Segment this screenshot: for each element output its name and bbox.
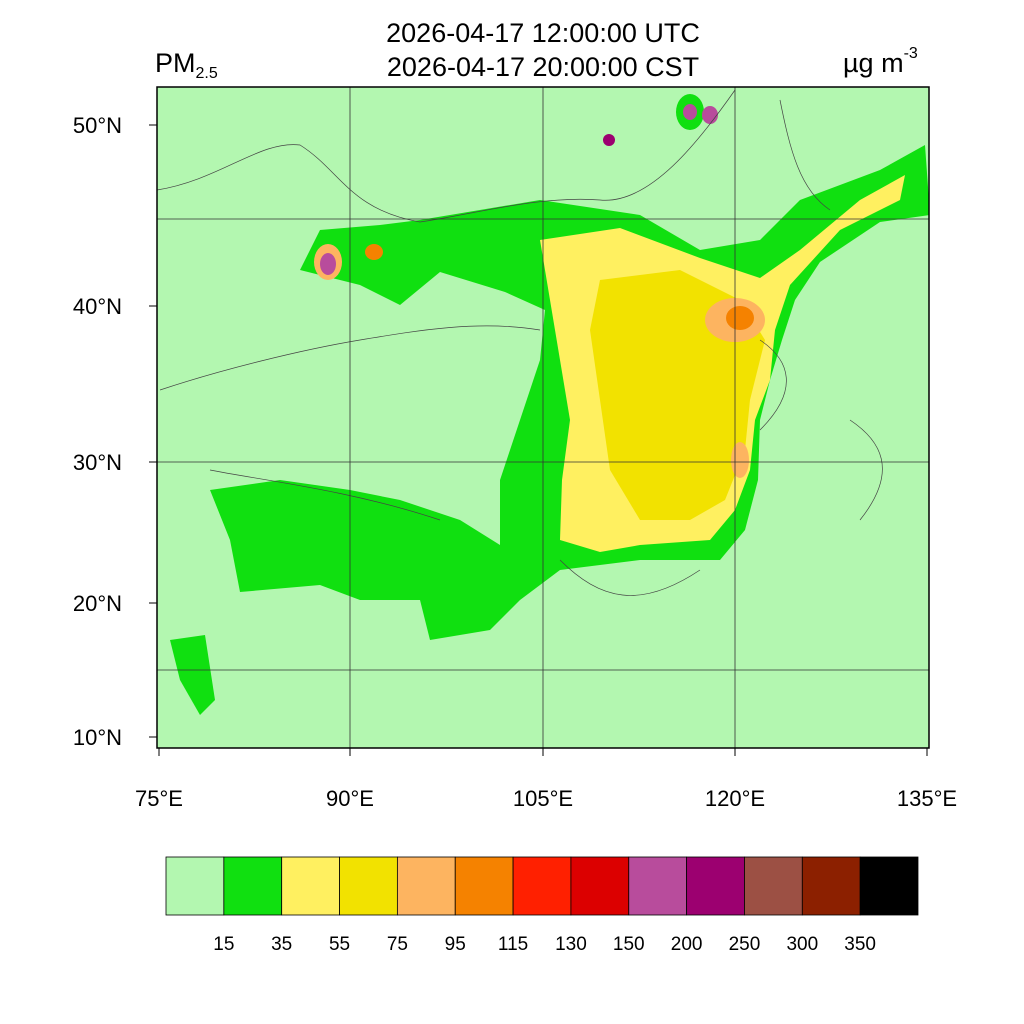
pollution-area: [702, 106, 718, 124]
variable: PM: [155, 48, 196, 78]
variable-subscript: 2.5: [196, 65, 218, 82]
lon-label: 90°E: [326, 786, 374, 811]
colorbar-box: [744, 856, 803, 916]
pollution-area: [170, 635, 215, 715]
colorbar-label: 200: [671, 934, 703, 955]
boundary: [157, 89, 883, 596]
lat-label: 30°N: [73, 450, 122, 475]
colorbar-label: 300: [786, 934, 818, 955]
pollution-area: [731, 442, 749, 478]
lat-label: 40°N: [73, 294, 122, 319]
lon-label: 75°E: [135, 786, 183, 811]
units: µg m: [843, 48, 904, 78]
colorbar-box: [801, 856, 861, 916]
colorbar-label: 250: [729, 934, 761, 955]
colorbar-box: [339, 856, 398, 916]
colorbar-box: [165, 856, 225, 916]
pollution-area: [603, 134, 615, 146]
lat-label: 50°N: [73, 113, 122, 138]
colorbar-label: 130: [555, 934, 587, 955]
lon-label: 135°E: [897, 786, 957, 811]
pollution-area: [365, 244, 383, 260]
colorbar-box: [570, 856, 630, 916]
lon-label: 105°E: [513, 786, 573, 811]
colorbar-label: 350: [844, 934, 876, 955]
colorbar-box: [396, 856, 456, 916]
lat-label: 20°N: [73, 591, 122, 616]
colorbar-label: 15: [213, 934, 234, 955]
pollution-area: [726, 306, 754, 330]
colorbar-box: [223, 856, 283, 916]
colorbar-box: [512, 856, 572, 916]
pollution-area: [320, 253, 336, 275]
colorbar-label: 55: [329, 934, 350, 955]
colorbar-box: [281, 856, 340, 916]
units-superscript: -3: [904, 45, 918, 62]
units-label: µg m-3: [843, 45, 918, 78]
colorbar-label: 115: [498, 934, 528, 955]
map: [156, 86, 930, 749]
colorbar-box: [454, 856, 514, 916]
colorbar-label: 35: [271, 934, 292, 955]
colorbar-label: 95: [445, 934, 466, 955]
lat-label: 10°N: [73, 725, 122, 750]
colorbar-box: [859, 856, 919, 916]
lon-label: 120°E: [705, 786, 765, 811]
colorbar-box: [686, 856, 745, 916]
colorbar-label: 150: [613, 934, 645, 955]
colorbar-label: 75: [387, 934, 408, 955]
colorbar-box: [628, 856, 688, 916]
title-line: 2026-04-17 12:00:00 UTC: [386, 18, 700, 48]
pollution-area: [683, 104, 697, 120]
graticule: [157, 87, 929, 748]
title-line: 2026-04-17 20:00:00 CST: [387, 52, 699, 82]
variable-label: PM2.5: [155, 48, 218, 82]
